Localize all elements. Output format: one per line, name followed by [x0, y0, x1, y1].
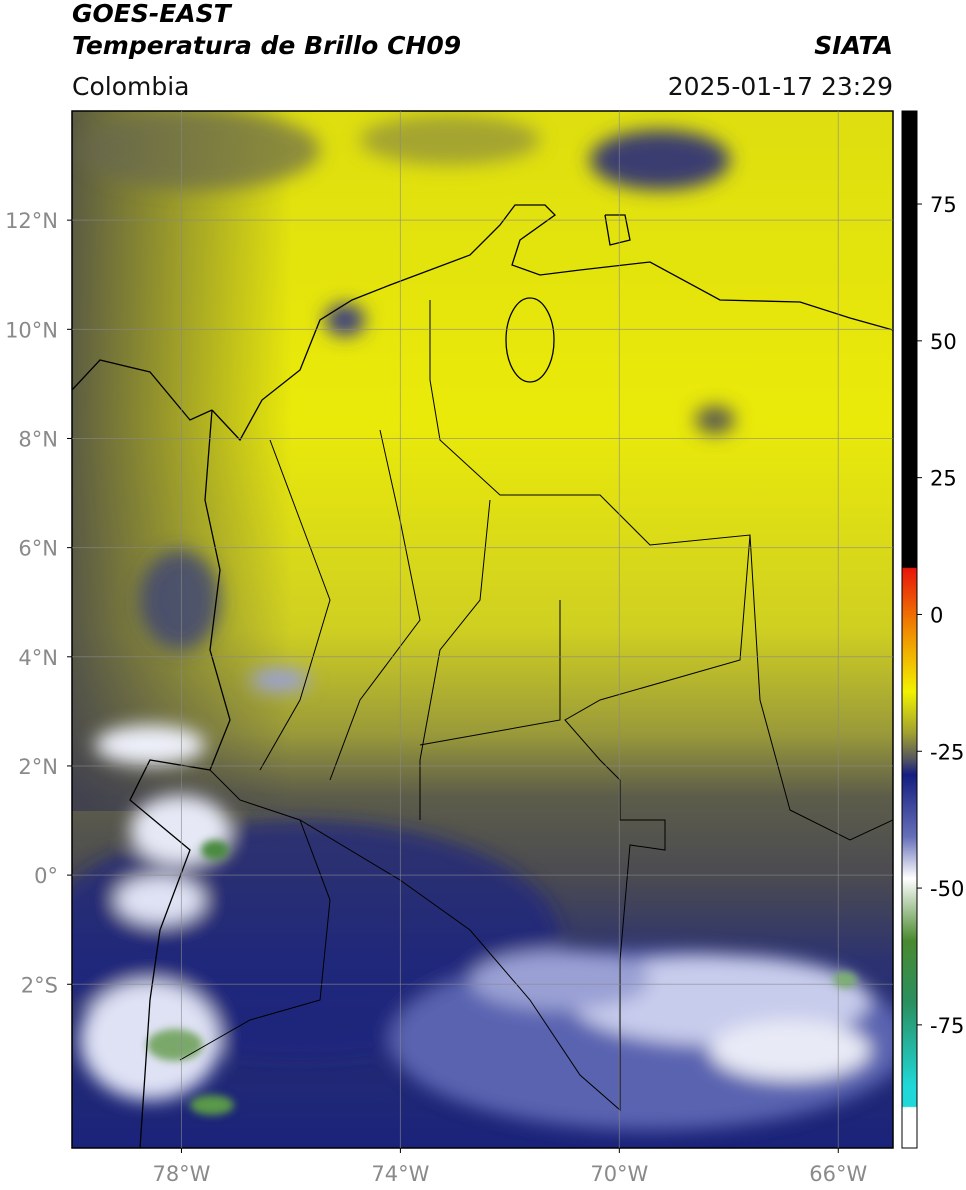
datetime: 2025-01-17 23:29	[668, 72, 893, 101]
region: Colombia	[72, 72, 189, 101]
x-tick-label: 66°W	[809, 1162, 867, 1186]
y-tick-label: 10°N	[5, 318, 58, 342]
x-tick-label: 78°W	[152, 1162, 210, 1186]
y-tick-label: 6°N	[18, 537, 58, 561]
subtitle: Temperatura de Brillo CH09	[72, 31, 461, 60]
satellite-image	[72, 111, 893, 1148]
colorbar-tick-label: 0	[930, 603, 943, 627]
colorbar-tick-label: 25	[930, 467, 957, 491]
y-tick-label: 2°N	[18, 755, 58, 779]
y-tick-label: 4°N	[18, 646, 58, 670]
x-tick-label: 74°W	[371, 1162, 429, 1186]
colorbar-tick-label: 50	[930, 330, 957, 354]
colorbar-tick-label: -25	[930, 740, 964, 764]
x-tick-label: 70°W	[590, 1162, 648, 1186]
colorbar	[901, 110, 918, 1149]
colorbar-tick-label: -50	[930, 877, 964, 901]
y-tick-label: 12°N	[5, 209, 58, 233]
y-tick-label: 2°S	[21, 973, 58, 997]
y-tick-label: 8°N	[18, 427, 58, 451]
source: SIATA	[814, 31, 893, 60]
colorbar-tick-label: -75	[930, 1014, 964, 1038]
y-tick-label: 0°	[34, 864, 58, 888]
colorbar-tick-label: 75	[930, 193, 957, 217]
plot-frame	[71, 110, 894, 1149]
title: GOES-EAST	[72, 0, 233, 28]
